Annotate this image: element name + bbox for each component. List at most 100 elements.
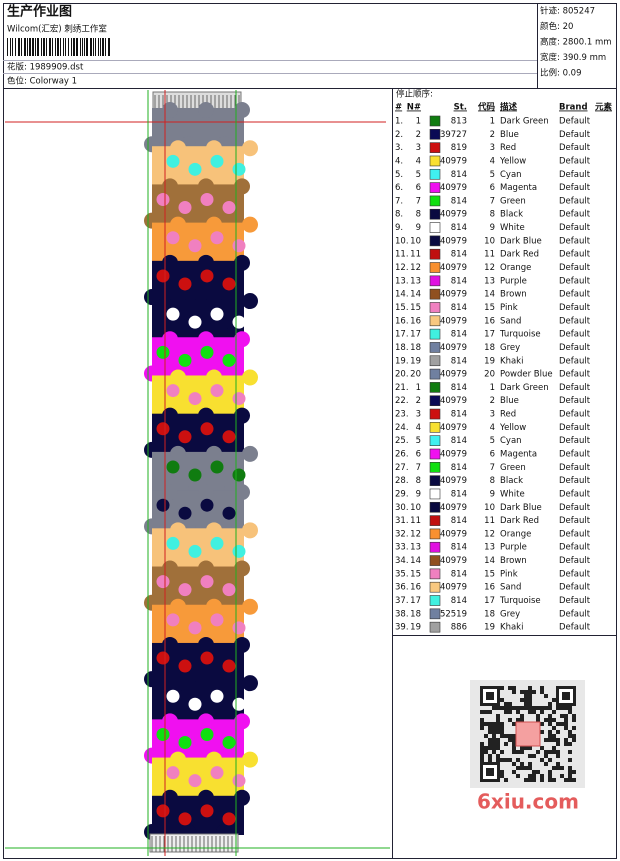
watermark: 6xiu.com bbox=[477, 790, 579, 814]
color-swatch bbox=[429, 355, 441, 367]
stitches: 40979 bbox=[440, 210, 467, 220]
description: Dark Blue bbox=[500, 236, 542, 246]
needle: 18 bbox=[410, 343, 421, 353]
needle: 8 bbox=[416, 210, 421, 220]
qr-cell bbox=[528, 746, 532, 750]
qr-cell bbox=[568, 734, 572, 738]
qr-cell bbox=[496, 758, 500, 762]
bar bbox=[71, 38, 72, 56]
qr-cell bbox=[492, 750, 496, 754]
qr-cell bbox=[512, 690, 516, 694]
dot bbox=[200, 345, 214, 359]
blob bbox=[170, 140, 186, 157]
dot bbox=[222, 277, 236, 291]
qr-cell bbox=[512, 742, 516, 746]
row-index: 28. bbox=[395, 476, 409, 486]
description: Turquoise bbox=[499, 596, 541, 606]
description: Turquoise bbox=[499, 330, 541, 340]
description: Blue bbox=[500, 130, 519, 140]
dot bbox=[156, 727, 170, 741]
qr-cell bbox=[540, 758, 544, 762]
qr-cell bbox=[484, 710, 488, 714]
code: 17 bbox=[484, 330, 495, 340]
dot bbox=[232, 468, 246, 482]
brand: Default bbox=[559, 489, 591, 499]
qr-cell bbox=[500, 726, 504, 730]
qr-cell bbox=[520, 706, 524, 710]
stitches: 814 bbox=[451, 223, 467, 233]
needle: 18 bbox=[410, 609, 421, 619]
qr-cell bbox=[504, 742, 508, 746]
blob bbox=[198, 713, 214, 730]
color-swatch bbox=[429, 195, 441, 207]
qr-cell bbox=[492, 738, 496, 742]
row-index: 18. bbox=[395, 343, 409, 353]
blob bbox=[206, 675, 222, 692]
color-swatch bbox=[429, 462, 441, 473]
qr-cell bbox=[480, 710, 484, 714]
description: Black bbox=[500, 476, 523, 486]
code: 18 bbox=[484, 609, 495, 619]
brand: Default bbox=[559, 543, 591, 553]
qr-cell bbox=[536, 770, 540, 774]
color-swatch bbox=[429, 475, 441, 486]
code: 9 bbox=[490, 489, 495, 499]
stitches: 40979 bbox=[440, 343, 467, 353]
bar bbox=[93, 38, 94, 56]
stitches: 52519 bbox=[440, 609, 467, 619]
qr-cell bbox=[528, 694, 532, 698]
stitches: 40979 bbox=[440, 529, 467, 539]
qr-cell bbox=[492, 726, 496, 730]
row-index: 13. bbox=[395, 276, 409, 286]
qr-cell bbox=[544, 718, 548, 722]
qr-cell bbox=[548, 758, 552, 762]
row-index: 19. bbox=[395, 356, 409, 366]
blob bbox=[162, 636, 178, 653]
bar bbox=[65, 38, 66, 56]
description: White bbox=[500, 223, 525, 233]
dot bbox=[178, 506, 192, 520]
code: 6 bbox=[490, 183, 495, 193]
stitches: 814 bbox=[451, 543, 467, 553]
stitches: 40979 bbox=[440, 503, 467, 513]
color-swatch bbox=[429, 608, 441, 620]
color-swatch bbox=[429, 568, 441, 580]
qr-cell bbox=[520, 690, 524, 694]
qr-cell bbox=[556, 706, 560, 710]
needle: 5 bbox=[416, 436, 421, 446]
blob bbox=[170, 522, 186, 539]
code: 8 bbox=[490, 210, 495, 220]
dot bbox=[210, 307, 224, 321]
dot bbox=[222, 506, 236, 520]
qr-cell bbox=[528, 690, 532, 694]
dot bbox=[166, 384, 180, 398]
code: 13 bbox=[484, 276, 495, 286]
needle: 2 bbox=[416, 130, 421, 140]
qr-cell bbox=[516, 774, 520, 778]
qr-cell bbox=[500, 758, 504, 762]
description: Red bbox=[500, 410, 516, 420]
qr-cell bbox=[496, 730, 500, 734]
qr-cell bbox=[568, 758, 572, 762]
dot bbox=[210, 613, 224, 627]
dot bbox=[188, 621, 202, 635]
qr-cell bbox=[504, 710, 508, 714]
color-swatch bbox=[429, 262, 441, 273]
dot bbox=[178, 583, 192, 597]
dot bbox=[222, 735, 236, 749]
needle: 7 bbox=[416, 463, 421, 473]
dot bbox=[178, 353, 192, 367]
qr-cell bbox=[540, 774, 544, 778]
dot bbox=[156, 345, 170, 359]
dot bbox=[156, 575, 170, 589]
color-swatch bbox=[429, 208, 441, 220]
color-swatch bbox=[429, 288, 441, 300]
qr-cell bbox=[488, 746, 492, 750]
dot bbox=[222, 812, 236, 826]
qr-cell bbox=[496, 738, 500, 742]
row-index: 14. bbox=[395, 290, 409, 300]
description: Red bbox=[500, 143, 516, 153]
row-index: 38. bbox=[395, 609, 409, 619]
qr-cell bbox=[524, 702, 528, 706]
needle: 2 bbox=[416, 396, 421, 406]
